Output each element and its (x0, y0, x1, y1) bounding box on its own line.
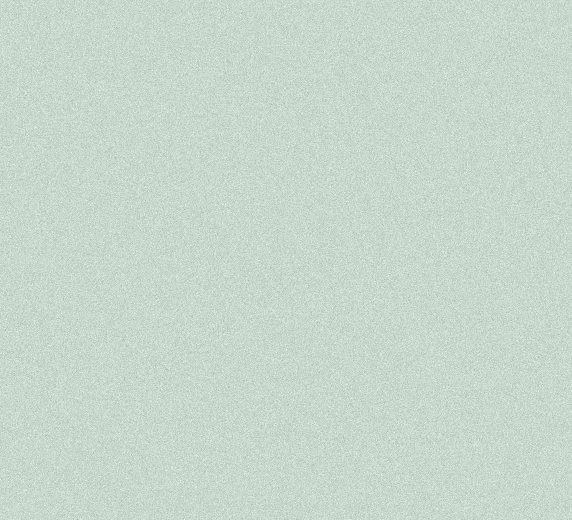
Text: %: % (169, 176, 182, 189)
Text: × 10: × 10 (120, 176, 152, 189)
Text: M: M (161, 157, 178, 170)
FancyBboxPatch shape (148, 174, 168, 191)
Text: 1: 1 (153, 176, 162, 189)
FancyBboxPatch shape (85, 174, 116, 191)
Text: -4: -4 (154, 155, 164, 164)
Text: %: % (129, 131, 141, 144)
Text: (b) 4.7 × 10: (b) 4.7 × 10 (85, 157, 169, 170)
FancyBboxPatch shape (170, 120, 313, 140)
Text: (a) 0.056 M: (a) 0.056 M (85, 112, 166, 125)
FancyBboxPatch shape (85, 232, 126, 250)
Text: 5.5: 5.5 (94, 131, 117, 144)
Text: %: % (129, 235, 141, 248)
Text: (c) 1.75 M: (c) 1.75 M (85, 216, 157, 229)
Text: Determine the percent ionization of the following solutions of formic acid at 25: Determine the percent ionization of the … (85, 88, 572, 101)
Text: Be sure to answer all parts.: Be sure to answer all parts. (85, 75, 280, 88)
FancyBboxPatch shape (85, 128, 126, 146)
Text: (Enter your answer in scientific notation.): (Enter your answer in scientific notatio… (85, 195, 380, 208)
